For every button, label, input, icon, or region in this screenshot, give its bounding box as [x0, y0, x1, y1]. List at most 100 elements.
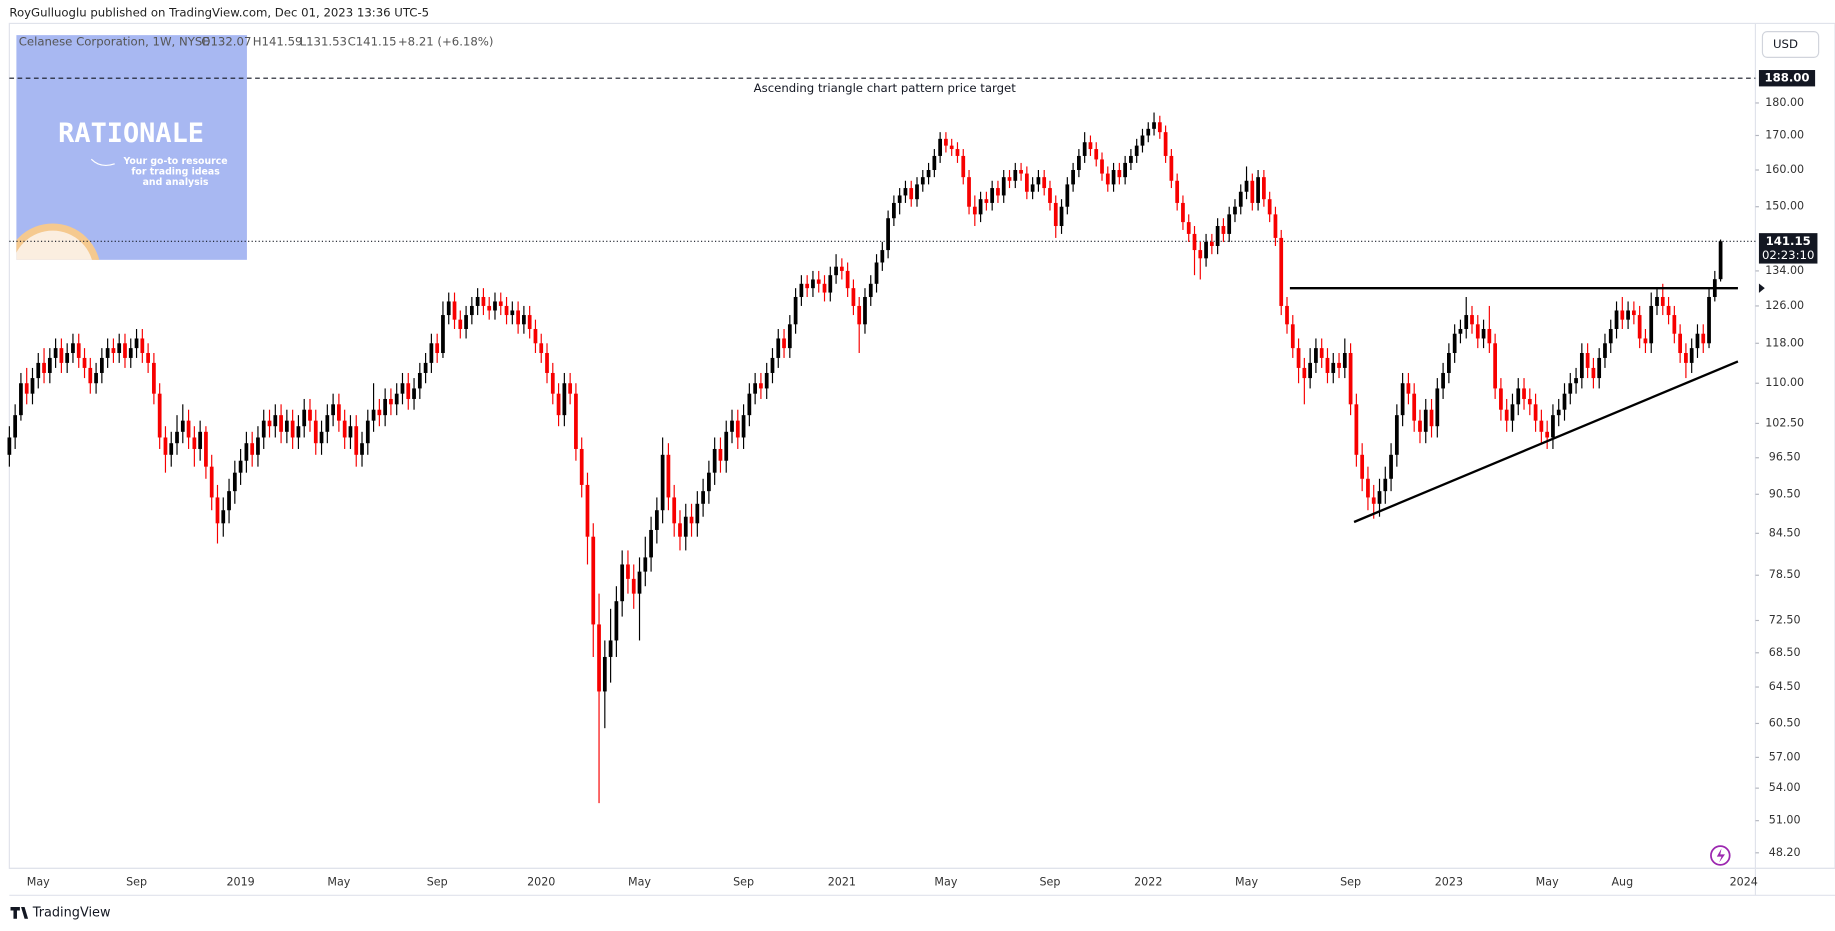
target-annotation: Ascending triangle chart pattern price t…	[754, 81, 1017, 95]
candle-body	[759, 383, 763, 389]
publisher-line: RoyGulluoglu published on TradingView.co…	[9, 5, 429, 19]
candle-body	[1325, 357, 1330, 373]
candle-body	[637, 571, 642, 594]
candle-body	[256, 437, 260, 455]
x-tick-label: Sep	[733, 875, 754, 888]
candle-body	[1614, 310, 1619, 329]
candle-body	[1111, 169, 1116, 185]
candle-body	[1024, 173, 1029, 192]
candle-body	[799, 283, 804, 297]
y-tick-label: 126.00	[1765, 299, 1804, 312]
candle-body	[157, 393, 162, 438]
candle-body	[1186, 222, 1191, 234]
candle-body	[1105, 173, 1110, 185]
candle-body	[273, 415, 278, 427]
x-tick-label: Sep	[1340, 875, 1361, 888]
candle-body	[1285, 305, 1289, 325]
candle-body	[996, 188, 1000, 196]
indicator-icon[interactable]	[1710, 845, 1731, 866]
candle-body	[620, 564, 625, 602]
candle-body	[811, 279, 815, 289]
candle-body	[1279, 237, 1284, 306]
candle-body	[1406, 383, 1411, 394]
candle-body	[192, 437, 197, 449]
candle-body	[1435, 388, 1440, 427]
candle-body	[128, 348, 133, 358]
candle-body	[845, 270, 850, 289]
candle-body	[441, 315, 445, 354]
candle-body	[1001, 177, 1006, 196]
y-tick-label: 57.00	[1769, 750, 1801, 763]
x-tick-label: Sep	[126, 875, 147, 888]
candle-body	[1342, 353, 1347, 368]
candle-body	[1221, 226, 1226, 234]
legend-open: O132.07	[201, 35, 251, 49]
candle-body	[1071, 169, 1075, 185]
candle-body	[1013, 169, 1018, 181]
x-tick-label: 2020	[527, 875, 555, 888]
candle-body	[562, 383, 567, 416]
candle-body	[140, 338, 145, 354]
candle-body	[920, 177, 925, 185]
candle-body	[504, 305, 509, 316]
candle-body	[626, 564, 630, 579]
y-tick-label: 118.00	[1765, 336, 1804, 349]
candle-body	[1539, 420, 1544, 432]
legend-low: L131.53	[300, 35, 347, 49]
candle-body	[597, 624, 601, 692]
candle-body	[689, 516, 694, 524]
candle-body	[602, 656, 607, 692]
candle-body	[1169, 155, 1174, 181]
candle-body	[53, 348, 58, 358]
candle-body	[1175, 180, 1180, 203]
candle-body	[296, 426, 301, 438]
candle-body	[1695, 333, 1700, 349]
candle-body	[250, 443, 255, 455]
candle-body	[423, 362, 428, 373]
candle-body	[371, 409, 376, 421]
candle-body	[949, 145, 954, 150]
candle-body	[7, 437, 12, 455]
watermark-line: and analysis	[143, 177, 209, 188]
current-price-label: 141.15	[1766, 234, 1811, 248]
candle-body	[1458, 328, 1463, 334]
candle-body	[1475, 324, 1480, 339]
candle-body	[1562, 393, 1567, 410]
candle-body	[394, 393, 399, 405]
candle-body	[1094, 149, 1099, 160]
x-tick-label: May	[628, 875, 651, 888]
candle-body	[1042, 177, 1047, 189]
candle-body	[1684, 353, 1688, 363]
candle-body	[1643, 338, 1648, 344]
candle-body	[886, 218, 890, 251]
candle-body	[1527, 398, 1532, 405]
candle-body	[591, 536, 596, 625]
candle-body	[389, 398, 393, 405]
candles	[7, 112, 1723, 804]
x-tick-label: Sep	[427, 875, 448, 888]
candle-body	[1007, 177, 1012, 181]
x-tick-label: 2023	[1435, 875, 1463, 888]
watermark-swoosh	[90, 158, 115, 166]
x-tick-label: May	[1536, 875, 1559, 888]
candle-body	[1053, 202, 1058, 227]
candle-body	[406, 383, 411, 399]
candle-body	[1701, 333, 1706, 344]
x-tick-label: May	[934, 875, 957, 888]
candle-body	[550, 372, 555, 394]
candle-body	[1302, 367, 1307, 379]
candle-body	[36, 362, 41, 379]
candle-body	[1597, 357, 1602, 379]
candle-body	[13, 415, 18, 438]
candle-body	[458, 319, 463, 329]
candle-body	[1649, 305, 1654, 344]
candle-body	[516, 310, 520, 325]
candle-body	[938, 138, 943, 156]
candle-body	[747, 393, 752, 416]
candle-body	[493, 301, 497, 311]
candle-body	[319, 431, 324, 444]
candle-body	[545, 353, 549, 373]
candle-body	[1366, 478, 1370, 498]
currency-button[interactable]	[1761, 31, 1820, 58]
candle-body	[1209, 241, 1214, 246]
